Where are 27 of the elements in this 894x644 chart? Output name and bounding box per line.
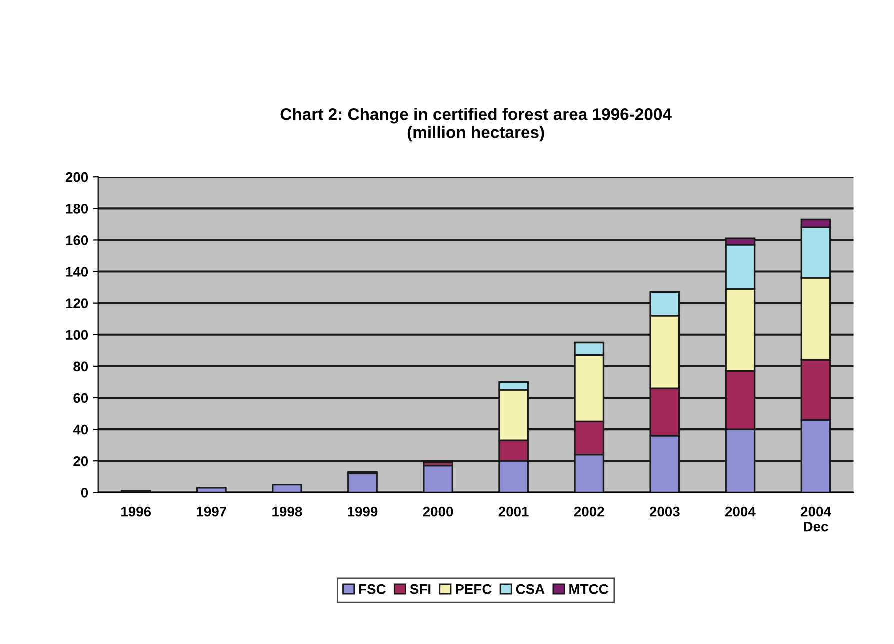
x-tick-label: 1999	[348, 506, 378, 517]
x-tick-label: 2001	[498, 506, 529, 517]
chart-title: Chart 2: Change in certified forest area 1996-2004 (million hectares)	[280, 108, 672, 142]
y-tick-label: 40	[73, 424, 88, 435]
legend-label: CSA	[516, 584, 545, 594]
legend-label: PEFC	[456, 584, 492, 594]
legend-label: MTCC	[570, 584, 608, 594]
y-tick-label: 80	[74, 362, 88, 372]
x-tick-label: 2002	[574, 506, 604, 517]
y-tick-label: 60	[74, 393, 88, 404]
y-tick-label: 120	[66, 298, 88, 308]
y-tick-label: 180	[66, 204, 88, 214]
x-tick-label: 1998	[272, 506, 302, 517]
legend-label: SFI	[410, 584, 431, 594]
x-tick-label: 2003	[650, 506, 680, 517]
x-tick-label: 2000	[423, 506, 454, 517]
y-tick-label: 100	[66, 330, 88, 340]
x-tick-label: 2004	[725, 506, 756, 517]
y-tick-label: 160	[66, 236, 88, 246]
y-tick-label: 0	[81, 488, 88, 498]
x-tick-label: 2004 Dec	[801, 506, 832, 532]
x-tick-label: 1996	[122, 506, 152, 517]
y-tick-label: 200	[66, 172, 88, 182]
y-tick-label: 140	[66, 267, 88, 277]
x-tick-label: 1997	[197, 506, 226, 517]
legend-label: FSC	[359, 584, 386, 594]
y-tick-label: 20	[74, 456, 88, 466]
